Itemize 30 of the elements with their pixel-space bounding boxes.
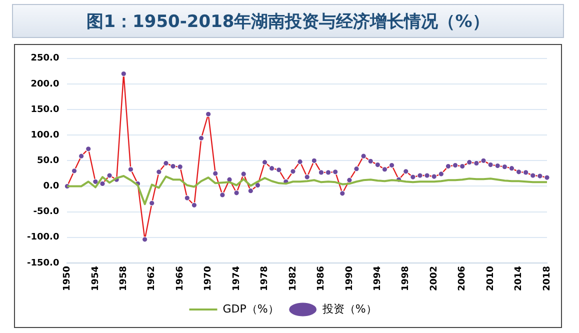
- x-tick-label: 2006: [458, 266, 468, 292]
- x-tick-label: 1954: [90, 266, 101, 292]
- x-tick-label: 1974: [232, 266, 242, 292]
- x-tick-label: 2018: [542, 266, 552, 292]
- y-tick-label: -100.0: [27, 232, 60, 243]
- y-tick-label: -50.0: [33, 207, 60, 218]
- x-tick-label: 1986: [316, 266, 327, 292]
- x-tick-label: 1950: [62, 266, 73, 292]
- x-tick-label: 1982: [288, 266, 298, 292]
- x-tick-label: 1978: [260, 266, 270, 292]
- x-tick-label: 1958: [118, 266, 129, 292]
- x-tick-label: 1990: [344, 266, 355, 292]
- x-tick-label: 1970: [204, 266, 214, 292]
- x-tick-label: 1998: [401, 266, 412, 292]
- chart-title: 图1：1950-2018年湖南投资与经济增长情况（%）: [12, 4, 564, 38]
- y-tick-label: -150.0: [27, 258, 60, 268]
- x-tick-label: 2002: [429, 266, 440, 292]
- legend-label: GDP（%）: [222, 302, 279, 316]
- legend-label: 投资（%）: [321, 302, 377, 316]
- x-tick-label: 1962: [147, 266, 158, 292]
- y-tick-label: 150.0: [30, 104, 60, 115]
- y-tick-label: 100.0: [30, 130, 60, 140]
- y-tick-label: 250.0: [30, 54, 60, 64]
- y-tick-label: 50.0: [36, 156, 60, 166]
- x-tick-label: 2010: [486, 266, 496, 292]
- x-tick-label: 1994: [373, 266, 384, 292]
- y-tick-label: 200.0: [30, 79, 60, 90]
- y-tick-label: 0.0: [43, 182, 60, 192]
- x-tick-label: 2014: [514, 266, 524, 292]
- x-tick-label: 1966: [175, 266, 186, 292]
